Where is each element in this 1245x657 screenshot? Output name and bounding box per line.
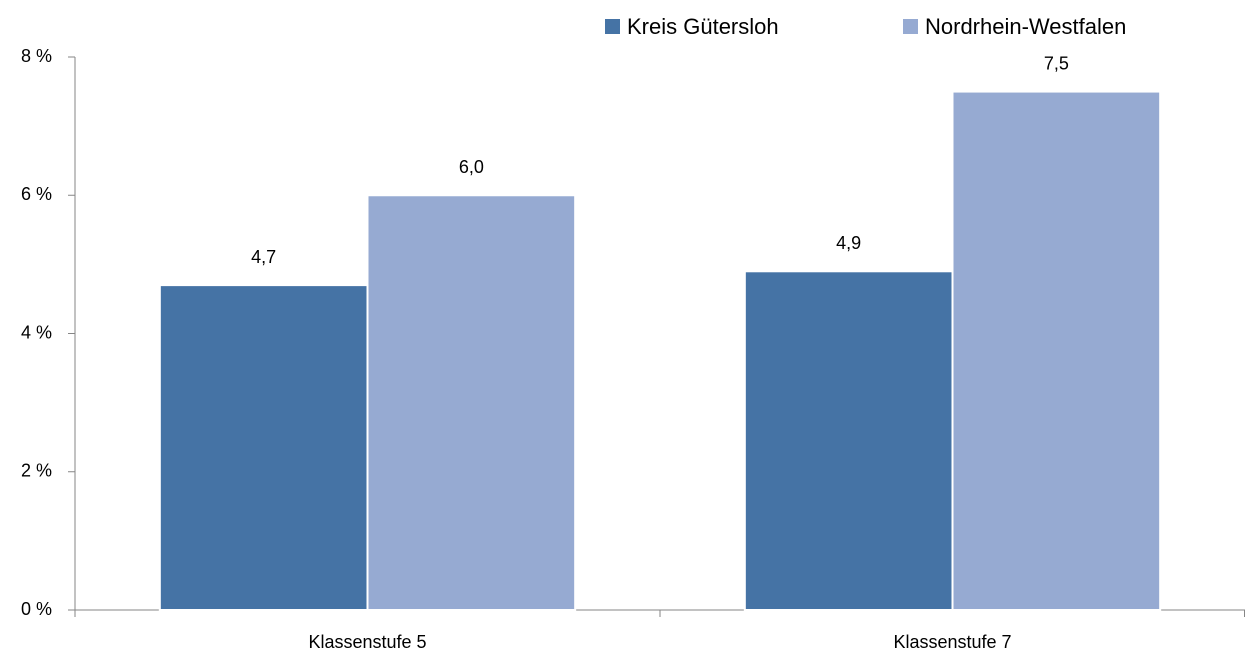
legend-label: Kreis Gütersloh bbox=[627, 14, 779, 39]
x-tick-label: Klassenstufe 5 bbox=[308, 632, 426, 652]
bar bbox=[158, 284, 369, 611]
legend-swatch bbox=[903, 19, 918, 34]
y-tick-label: 2 % bbox=[21, 461, 52, 481]
legend-swatch bbox=[605, 19, 620, 34]
bar bbox=[366, 194, 577, 611]
data-label: 4,7 bbox=[251, 247, 276, 267]
y-tick-label: 6 % bbox=[21, 184, 52, 204]
data-label: 4,9 bbox=[836, 233, 861, 253]
y-tick-label: 0 % bbox=[21, 599, 52, 619]
y-tick-label: 8 % bbox=[21, 46, 52, 66]
data-label: 7,5 bbox=[1044, 53, 1069, 73]
y-tick-label: 4 % bbox=[21, 322, 52, 342]
legend: Kreis Gütersloh Nordrhein-Westfalen bbox=[605, 14, 1126, 39]
bar bbox=[743, 270, 954, 611]
legend-label: Nordrhein-Westfalen bbox=[925, 14, 1126, 39]
bar bbox=[951, 90, 1162, 611]
data-label: 6,0 bbox=[459, 157, 484, 177]
x-tick-label: Klassenstufe 7 bbox=[893, 632, 1011, 652]
